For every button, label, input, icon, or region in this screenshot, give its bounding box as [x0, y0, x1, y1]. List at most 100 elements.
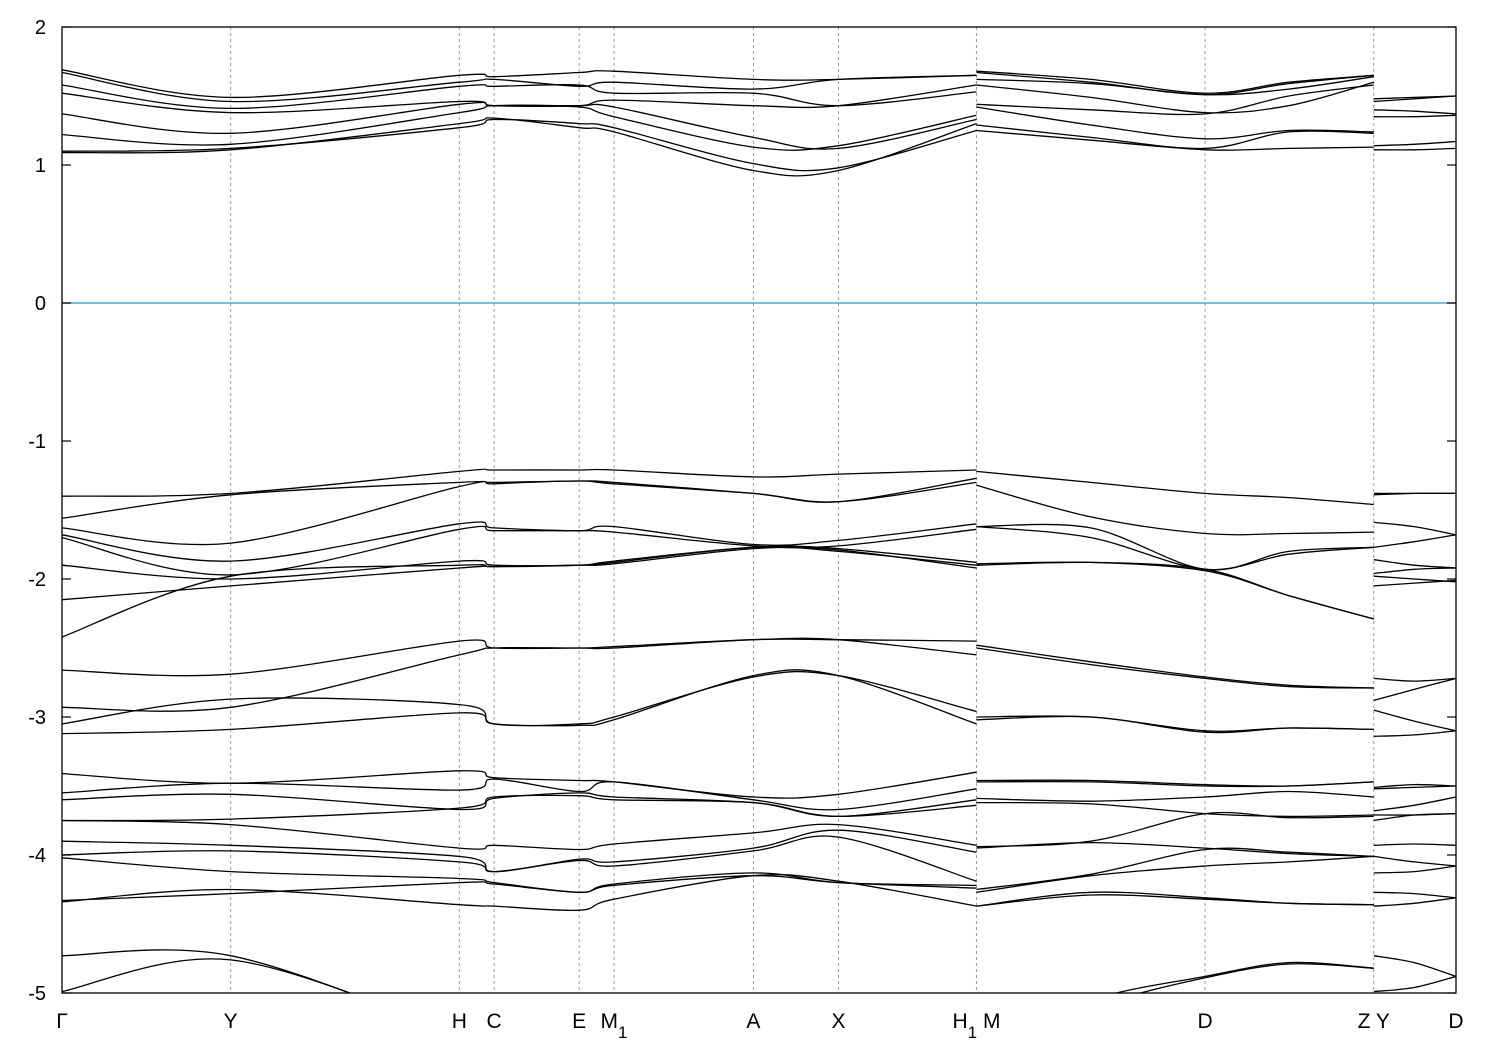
x-tick-label-0: Γ	[56, 1010, 68, 1033]
y-tick-label-2: -3	[28, 707, 46, 729]
band-2-3	[976, 106, 1374, 140]
band-1-17	[62, 638, 977, 677]
band-1-7	[62, 71, 977, 103]
band-3-25	[1373, 855, 1456, 867]
x-tick-label-1: Y	[224, 1010, 238, 1033]
band-2-23	[976, 811, 1374, 848]
x-tick-label-9: D	[1197, 1010, 1212, 1033]
band-2-8	[976, 70, 1374, 94]
band-3-30	[1373, 975, 1456, 993]
band-2-10	[976, 484, 1374, 536]
band-2-16	[976, 647, 1374, 689]
band-1-3	[62, 104, 977, 151]
band-2-24	[976, 841, 1374, 858]
y-tick-label-3: -2	[28, 569, 46, 591]
band-3-19	[1373, 783, 1456, 789]
band-3-9	[1373, 521, 1456, 536]
band-1-32	[62, 958, 352, 993]
band-3-21	[1373, 796, 1456, 812]
band-3-18	[1373, 730, 1456, 737]
band-3-6	[1373, 95, 1456, 100]
band-2-7	[976, 71, 1374, 96]
x-tick-label-2: H	[452, 1010, 467, 1033]
band-3-11	[1373, 559, 1456, 569]
band-1-11	[62, 480, 977, 546]
band-1-22	[62, 778, 977, 811]
band-1-30	[62, 873, 977, 912]
band-3-4	[1373, 109, 1456, 115]
y-tick-label-1: -4	[28, 845, 46, 867]
y-tick-label-6: 1	[35, 155, 46, 177]
y-tick-label-4: -1	[28, 431, 46, 453]
band-2-18	[976, 715, 1374, 734]
band-1-8	[62, 69, 977, 99]
x-tick-label-4: E	[572, 1010, 586, 1033]
band-2-5	[976, 81, 1374, 114]
y-tick-labels: -5 -4 -3 -2 -1 0 1 2	[28, 17, 46, 1005]
band-1-2	[62, 118, 977, 172]
band-3-2	[1373, 140, 1456, 147]
band-1-4	[62, 101, 977, 150]
band-2-28	[976, 894, 1374, 907]
band-3-17	[1373, 709, 1456, 732]
band-3-24	[1373, 843, 1456, 846]
high-symmetry-gridlines	[230, 27, 1375, 993]
band-1-24	[62, 794, 977, 822]
y-tick-label-0: -5	[28, 983, 46, 1005]
band-3-27	[1373, 891, 1456, 899]
x-tick-label-3: C	[487, 1010, 502, 1033]
band-2-25	[976, 847, 1374, 891]
band-1-29	[62, 875, 977, 902]
band-3-15	[1373, 677, 1456, 682]
band-1-1	[62, 117, 977, 177]
band-1-26	[62, 829, 977, 873]
band-3-29	[1373, 955, 1456, 978]
band-1-5	[62, 84, 977, 114]
band-2-1	[976, 129, 1374, 151]
band-2-30	[1137, 963, 1374, 993]
x-tick-label-8: H1 M	[952, 1010, 1000, 1042]
x-tick-label-11: D	[1448, 1010, 1463, 1033]
x-tick-label-7: X	[831, 1010, 845, 1033]
band-1-12	[62, 521, 977, 562]
band-2-29	[1113, 961, 1374, 993]
band-1-18	[62, 637, 977, 712]
band-2-26	[976, 855, 1374, 893]
band-2-14	[976, 561, 1374, 620]
band-3-1	[1373, 147, 1456, 151]
band-3-20	[1373, 785, 1456, 790]
band-2-2	[976, 124, 1374, 150]
band-2-20	[976, 780, 1374, 788]
band-1-23	[62, 792, 977, 818]
band-3-8	[1373, 492, 1456, 496]
band-3-14	[1373, 579, 1456, 587]
x-tick-label-6: A	[746, 1010, 760, 1033]
y-tick-label-7: 2	[35, 17, 46, 39]
band-lines	[62, 69, 1456, 993]
x-tick-label-5: M1	[601, 1010, 628, 1042]
band-1-10	[62, 477, 977, 519]
band-1-19	[62, 670, 977, 727]
band-3-16	[1373, 677, 1456, 702]
band-3-28	[1373, 897, 1456, 907]
band-2-4	[976, 84, 1374, 116]
band-1-16	[62, 546, 977, 638]
band-3-3	[1373, 114, 1456, 118]
y-tick-label-5: 0	[35, 293, 46, 315]
x-tick-labels: Γ Y H C E M1 A X H1 M D Z Y D	[56, 1010, 1463, 1042]
x-tick-label-10: Z Y	[1358, 1010, 1390, 1033]
band-1-31	[62, 949, 352, 993]
band-1-27	[62, 835, 977, 882]
band-2-22	[976, 801, 1374, 818]
band-1-20	[62, 669, 977, 735]
band-1-25	[62, 819, 977, 851]
band-3-26	[1373, 865, 1456, 874]
band-2-21	[976, 790, 1374, 802]
plot-frame	[61, 26, 1457, 994]
band-3-10	[1373, 534, 1456, 548]
band-2-15	[976, 644, 1374, 689]
band-2-9	[976, 470, 1374, 506]
band-3-23	[1373, 812, 1456, 822]
band-1-9	[62, 468, 977, 497]
